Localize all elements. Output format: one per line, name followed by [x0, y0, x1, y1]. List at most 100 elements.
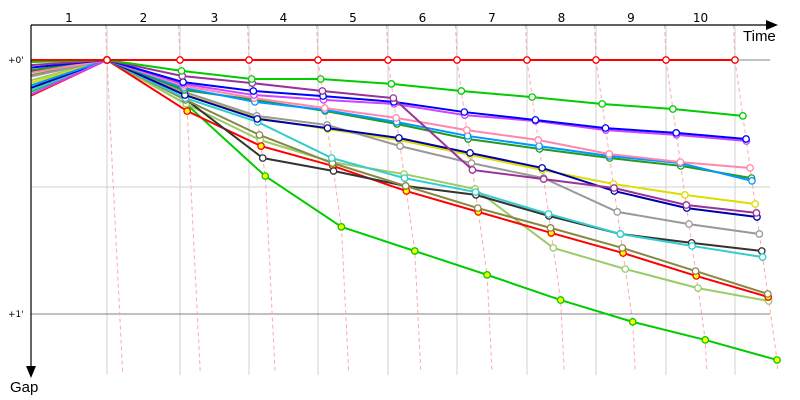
x-axis-title: Time: [743, 28, 776, 45]
data-point: [410, 247, 419, 255]
data-point: [546, 224, 555, 232]
data-point: [691, 267, 700, 275]
data-point: [688, 242, 696, 250]
data-point: [773, 356, 781, 364]
data-point: [245, 56, 253, 64]
lap-label: 3: [211, 11, 219, 25]
series-lines: [30, 56, 781, 364]
data-point: [751, 200, 760, 208]
lap-connector-1: [105, 24, 124, 373]
data-point: [685, 220, 693, 228]
data-point: [605, 150, 614, 158]
data-point: [329, 167, 338, 175]
data-point: [396, 142, 404, 150]
data-point: [318, 87, 327, 95]
data-point: [738, 112, 747, 120]
data-point: [389, 94, 398, 102]
data-point: [539, 175, 548, 183]
data-point: [462, 126, 471, 134]
data-point: [669, 105, 677, 113]
data-point: [314, 56, 322, 64]
data-point: [253, 115, 262, 123]
data-point: [731, 56, 739, 64]
y-tick-label: +1': [8, 310, 24, 320]
series-line: [30, 58, 769, 298]
data-point: [676, 158, 685, 166]
lap-label: 5: [349, 11, 357, 25]
data-point: [694, 284, 702, 292]
data-point: [473, 204, 482, 212]
data-point: [400, 174, 409, 182]
lap-label: 4: [280, 11, 288, 25]
data-point: [179, 78, 187, 86]
lap-label: 8: [558, 11, 566, 25]
data-point: [460, 108, 469, 116]
data-point: [534, 136, 543, 144]
axes: Time Gap +0' +1': [8, 20, 778, 396]
data-point: [453, 56, 461, 64]
data-point: [621, 265, 630, 273]
data-point: [618, 244, 627, 252]
series-1: [30, 56, 747, 120]
data-point: [682, 201, 691, 209]
data-point: [247, 75, 256, 83]
data-point: [681, 191, 689, 199]
data-point: [610, 184, 618, 192]
lap-label: 7: [488, 11, 496, 25]
data-point: [601, 124, 610, 132]
data-point: [457, 87, 466, 95]
data-point: [752, 209, 761, 217]
data-point: [103, 56, 111, 64]
data-point: [316, 75, 325, 83]
data-point: [746, 164, 754, 172]
y-axis-arrow-icon: [26, 366, 36, 378]
data-point: [748, 177, 756, 185]
data-point: [758, 253, 767, 261]
data-point: [701, 336, 710, 344]
data-point: [592, 56, 600, 64]
data-point: [613, 208, 622, 216]
data-point: [255, 131, 264, 139]
data-point: [535, 142, 543, 150]
data-point: [183, 107, 192, 115]
lap-label: 10: [693, 11, 708, 25]
series-line: [30, 58, 762, 253]
data-point: [384, 56, 392, 64]
data-point: [742, 135, 750, 143]
data-point: [538, 164, 546, 172]
series-15: [30, 56, 773, 305]
data-point: [467, 159, 476, 167]
data-point: [176, 56, 184, 64]
data-point: [261, 172, 270, 180]
y-tick-label: +0': [8, 56, 24, 66]
data-point: [257, 142, 265, 150]
data-point: [327, 154, 336, 162]
series-0: [31, 56, 739, 64]
data-point: [556, 296, 565, 304]
data-point: [755, 230, 764, 238]
data-point: [531, 116, 540, 124]
series-line: [30, 58, 760, 235]
data-point: [483, 271, 491, 279]
data-point: [177, 67, 186, 75]
series-13: [30, 56, 766, 255]
lap-connector-10: [733, 24, 779, 373]
lap-label: 1: [65, 11, 73, 25]
data-point: [757, 247, 766, 255]
data-point: [598, 100, 607, 108]
data-point: [395, 134, 403, 142]
lap-label: 9: [627, 11, 635, 25]
data-point: [392, 114, 400, 122]
data-point: [401, 182, 410, 190]
y-axis-title: Gap: [10, 379, 38, 396]
data-point: [249, 87, 258, 95]
data-point: [337, 223, 346, 231]
data-point: [523, 56, 531, 64]
lap-label: 2: [140, 11, 148, 25]
data-point: [466, 149, 474, 157]
lap-label: 6: [419, 11, 427, 25]
data-point: [672, 129, 681, 137]
data-point: [616, 230, 625, 238]
data-point: [258, 154, 267, 162]
data-point: [549, 244, 558, 252]
